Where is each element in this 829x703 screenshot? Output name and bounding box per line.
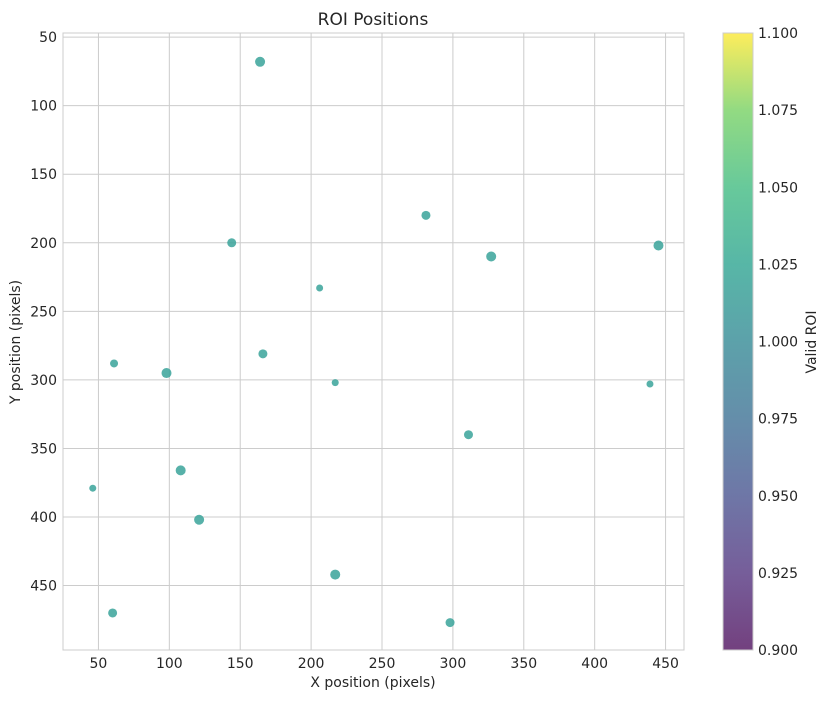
colorbar-gradient: [723, 33, 753, 650]
plot-background: [63, 33, 684, 650]
x-axis-label: X position (pixels): [310, 675, 435, 691]
scatter-point: [255, 56, 266, 67]
scatter-point: [89, 484, 97, 492]
scatter-point: [110, 359, 119, 368]
x-tick-label: 450: [652, 656, 679, 672]
scatter-point: [646, 380, 654, 388]
colorbar-label: Valid ROI: [804, 310, 820, 373]
x-tick-label: 200: [298, 656, 325, 672]
colorbar-tick-label: 0.900: [758, 643, 798, 659]
y-tick-label: 300: [30, 373, 57, 389]
x-tick-label: 350: [510, 656, 537, 672]
colorbar: 0.900 0.925 0.950 0.975 1.000 1.025 1.050 1.075…: [722, 26, 798, 659]
scatter-point: [108, 608, 118, 618]
y-tick-label: 50: [39, 30, 57, 46]
colorbar-tick-label: 1.050: [758, 180, 798, 196]
y-tick-label: 150: [30, 167, 57, 183]
scatter-point: [445, 618, 455, 628]
colorbar-tick-label: 1.000: [758, 335, 798, 351]
scatter-point: [421, 210, 431, 220]
plot-frame: [62, 32, 685, 651]
colorbar-frame: [722, 32, 754, 651]
scatter-point: [463, 430, 473, 440]
y-tick-label: 350: [30, 441, 57, 457]
chart-title: ROI Positions: [318, 10, 429, 30]
colorbar-tick-label: 0.950: [758, 489, 798, 505]
scatter-point: [175, 465, 186, 476]
y-tick-label: 250: [30, 304, 57, 320]
y-tick-label: 200: [30, 236, 57, 252]
scatter-point: [331, 379, 339, 387]
y-tick-label: 100: [30, 99, 57, 115]
x-tick-label: 100: [156, 656, 183, 672]
x-tick-label: 150: [227, 656, 254, 672]
scatter-point: [227, 238, 237, 248]
colorbar-tick-label: 0.975: [758, 412, 798, 428]
colorbar-tick-label: 1.025: [758, 257, 798, 273]
scatter-point: [316, 284, 324, 292]
scatter-point: [258, 349, 268, 359]
scatter-point: [194, 514, 205, 525]
x-tick-label: 250: [369, 656, 396, 672]
colorbar-tick-label: 1.075: [758, 103, 798, 119]
plot-area: 50 100 150 200 250 300 350 400 450 50 100 150 200 250…: [30, 30, 685, 672]
colorbar-tick-label: 0.925: [758, 566, 798, 582]
y-axis-label: Y position (pixels): [8, 280, 24, 405]
y-tick-label: 450: [30, 579, 57, 595]
scatter-point: [161, 368, 172, 379]
scatter-point: [486, 251, 497, 262]
y-tick-label: 400: [30, 510, 57, 526]
scatter-point: [653, 240, 664, 251]
scatter-point: [330, 569, 341, 580]
colorbar-tick-label: 1.100: [758, 26, 798, 42]
x-tick-label: 50: [90, 656, 108, 672]
x-tick-label: 400: [581, 656, 608, 672]
x-tick-label: 300: [440, 656, 467, 672]
